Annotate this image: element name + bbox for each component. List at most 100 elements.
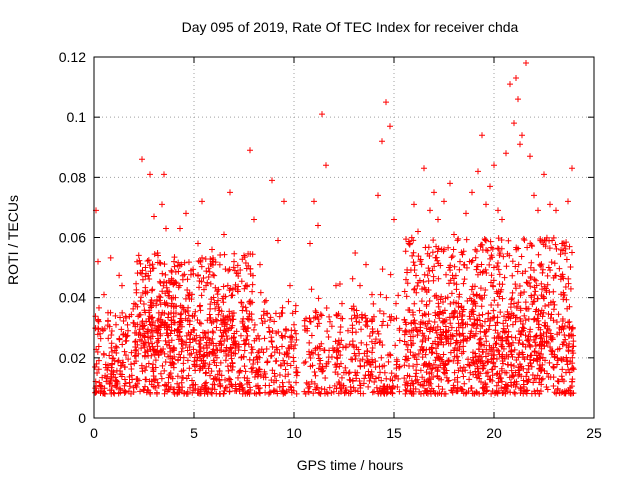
- data-point: [159, 309, 166, 316]
- data-point: [108, 340, 115, 347]
- data-point: [191, 362, 198, 369]
- data-point: [467, 385, 474, 392]
- data-point: [209, 328, 216, 335]
- data-point: [261, 370, 268, 377]
- data-point: [435, 303, 442, 310]
- data-point: [541, 283, 548, 290]
- data-point: [386, 313, 393, 320]
- data-point: [493, 347, 500, 353]
- data-point: [130, 389, 137, 396]
- data-point: [410, 237, 417, 244]
- data-point: [391, 216, 397, 223]
- data-point: [105, 335, 112, 342]
- data-point: [153, 389, 160, 396]
- data-point: [230, 334, 237, 341]
- data-point: [525, 316, 532, 323]
- data-point: [214, 291, 221, 298]
- data-point: [160, 282, 167, 289]
- data-point: [413, 289, 420, 296]
- data-point: [512, 318, 519, 325]
- data-point: [191, 358, 198, 365]
- data-point: [515, 261, 522, 268]
- data-point: [517, 364, 524, 371]
- data-point: [118, 326, 125, 333]
- data-point: [372, 364, 379, 371]
- data-point: [384, 322, 391, 329]
- data-point: [415, 350, 422, 357]
- data-point: [456, 266, 463, 273]
- data-point: [185, 372, 192, 379]
- data-point: [327, 318, 333, 325]
- data-point: [407, 267, 414, 274]
- data-point: [211, 299, 218, 306]
- data-point: [253, 390, 260, 397]
- data-point: [407, 240, 413, 247]
- data-point: [210, 271, 217, 278]
- data-point: [157, 279, 164, 286]
- data-point: [170, 281, 177, 288]
- data-point: [366, 377, 373, 384]
- data-point: [113, 344, 120, 351]
- data-point: [434, 334, 441, 341]
- data-point: [363, 261, 369, 268]
- data-point: [425, 278, 432, 285]
- data-point: [353, 344, 360, 351]
- data-point: [453, 281, 460, 288]
- data-point: [186, 365, 193, 372]
- data-point: [552, 241, 559, 248]
- data-point: [516, 367, 523, 374]
- data-point: [124, 332, 131, 339]
- data-point: [533, 352, 540, 359]
- data-point: [462, 390, 469, 397]
- data-point: [94, 370, 101, 377]
- data-point: [488, 279, 495, 286]
- data-point: [140, 301, 147, 308]
- data-point: [541, 237, 548, 244]
- data-point: [280, 390, 287, 397]
- data-point: [377, 338, 384, 345]
- data-point: [235, 283, 242, 290]
- data-point: [396, 363, 403, 370]
- data-point: [278, 332, 285, 339]
- data-point: [357, 382, 364, 389]
- data-point: [447, 277, 454, 284]
- data-point: [353, 329, 360, 336]
- data-point: [408, 377, 415, 384]
- data-point: [204, 279, 211, 286]
- data-point: [546, 359, 553, 366]
- data-point: [379, 322, 386, 329]
- data-point: [524, 306, 531, 313]
- data-point: [269, 327, 276, 334]
- data-point: [315, 222, 321, 229]
- data-point: [471, 316, 478, 323]
- data-point: [168, 337, 175, 344]
- data-point: [477, 322, 484, 329]
- data-point: [468, 286, 475, 293]
- data-point: [275, 237, 281, 244]
- data-point: [456, 331, 463, 338]
- data-point: [196, 278, 203, 285]
- data-point: [218, 333, 225, 340]
- data-point: [469, 257, 476, 264]
- data-point: [157, 260, 164, 267]
- data-point: [142, 264, 149, 271]
- data-point: [511, 346, 518, 353]
- data-point: [287, 282, 293, 289]
- data-point: [170, 361, 177, 368]
- data-point: [175, 325, 182, 332]
- data-point: [378, 354, 385, 361]
- data-point: [210, 329, 217, 336]
- data-point: [395, 292, 402, 299]
- data-point: [372, 358, 379, 365]
- data-point: [161, 367, 168, 374]
- data-point: [483, 346, 490, 353]
- data-point: [447, 320, 454, 327]
- data-point: [131, 353, 138, 360]
- data-point: [493, 382, 500, 389]
- data-point: [181, 259, 188, 266]
- data-point: [247, 298, 254, 305]
- data-point: [323, 162, 329, 169]
- data-point: [171, 328, 178, 335]
- data-point: [133, 280, 140, 287]
- data-point: [503, 337, 510, 344]
